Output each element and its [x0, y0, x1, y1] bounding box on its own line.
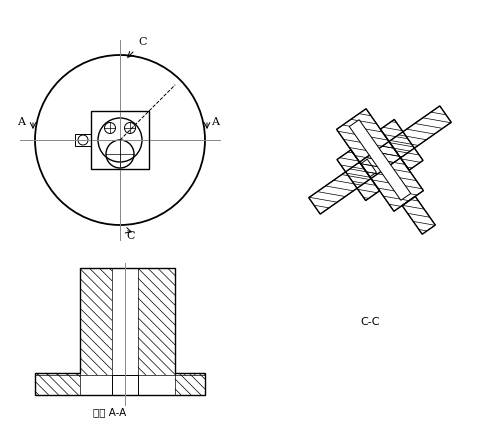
Text: A: A — [17, 117, 25, 127]
Text: C-C: C-C — [360, 317, 379, 327]
Text: C: C — [126, 231, 134, 241]
Bar — [91, 111, 149, 169]
Bar — [112, 375, 138, 395]
Polygon shape — [348, 120, 410, 200]
Text: A: A — [211, 117, 219, 127]
Text: C: C — [138, 37, 146, 47]
Text: 剖面 A-A: 剖面 A-A — [93, 407, 126, 417]
Bar — [75, 134, 91, 146]
